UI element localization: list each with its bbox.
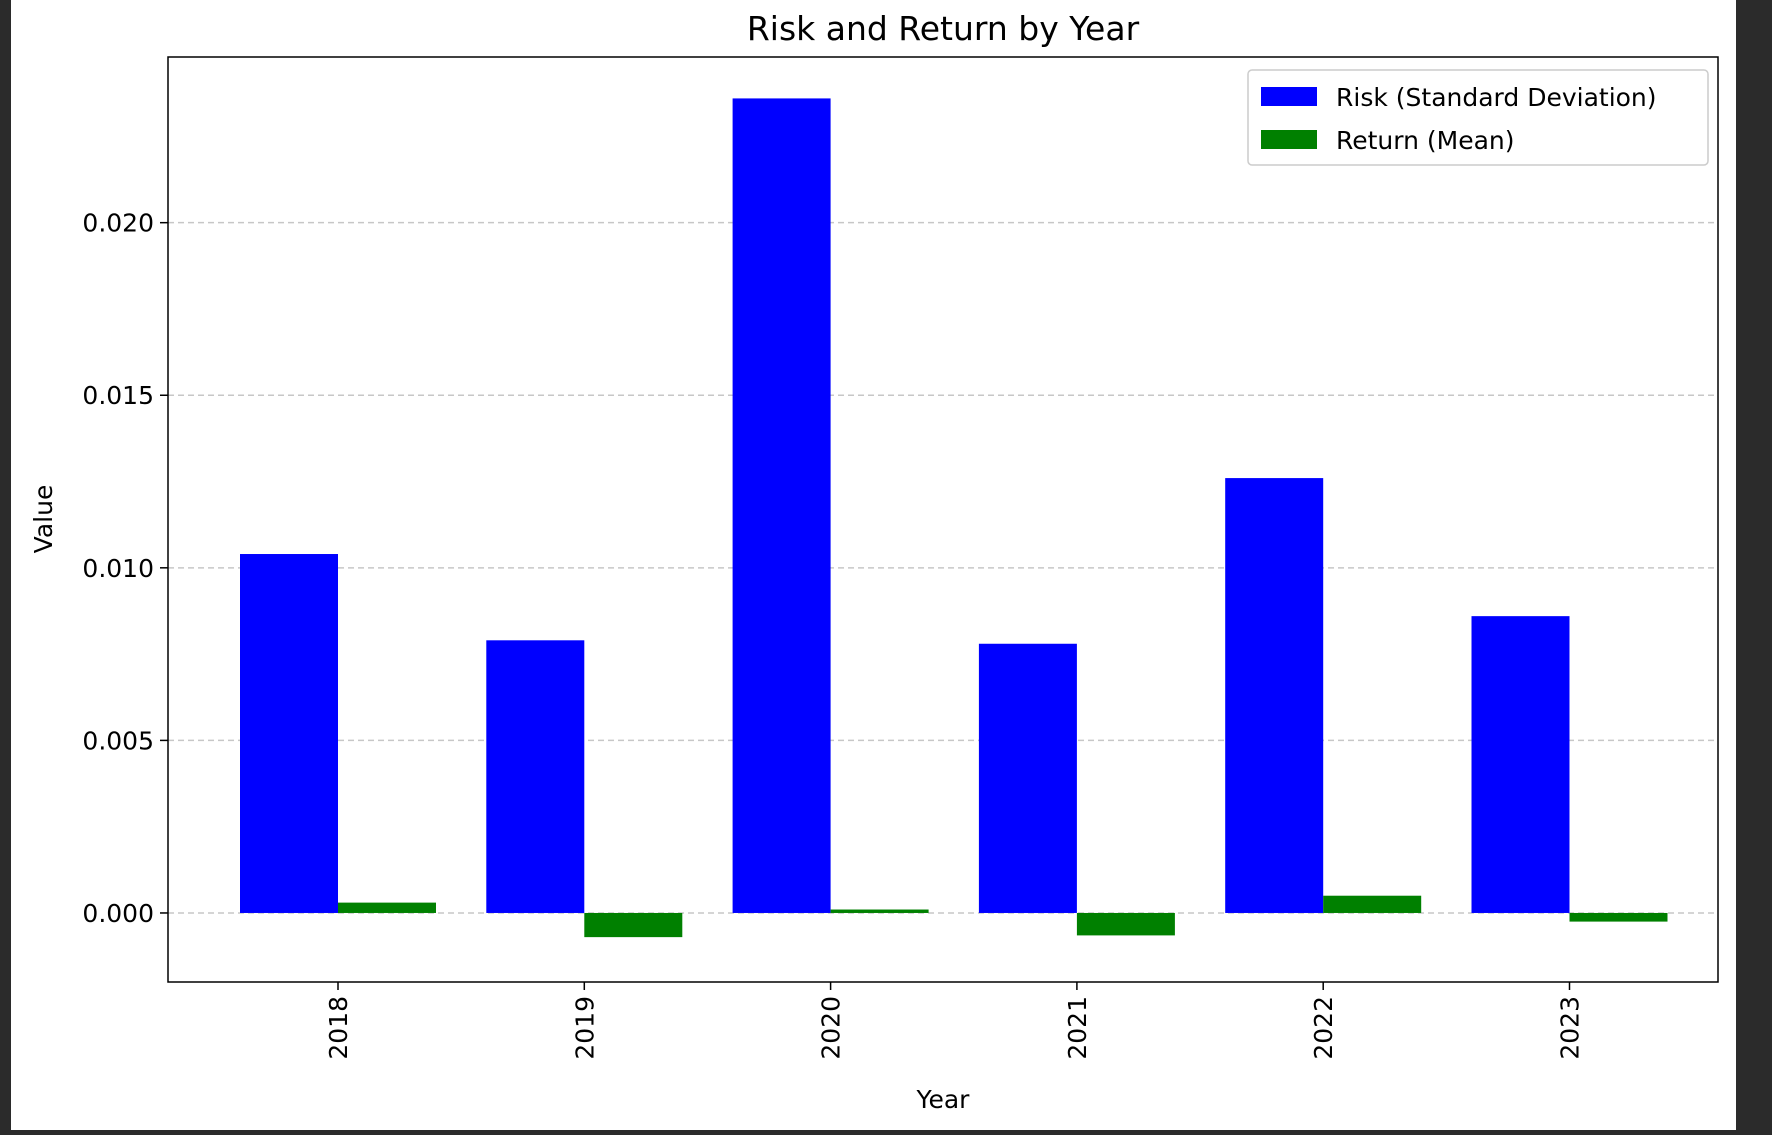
x-tick-label: 2023 — [1556, 996, 1585, 1060]
x-tick-label: 2020 — [817, 996, 846, 1060]
legend-swatch-risk — [1261, 87, 1317, 106]
y-tick-label: 0.005 — [82, 726, 154, 755]
return-bar — [1569, 912, 1668, 922]
return-bar — [1076, 912, 1175, 936]
y-tick-label: 0.015 — [82, 381, 154, 410]
x-tick-label: 2022 — [1309, 996, 1338, 1060]
bars — [240, 98, 1668, 938]
legend-label-risk: Risk (Standard Deviation) — [1336, 83, 1657, 112]
x-axis-ticks: 2018 2019 2020 2021 2022 2023 — [324, 982, 1585, 1060]
x-tick-label: 2019 — [570, 996, 599, 1060]
risk-bar — [1225, 478, 1324, 913]
chart-title: Risk and Return by Year — [747, 9, 1140, 48]
y-axis-ticks: 0.000 0.005 0.010 0.015 0.020 — [82, 209, 168, 928]
risk-bar — [732, 98, 831, 913]
risk-bar — [1471, 616, 1570, 913]
y-tick-label: 0.000 — [82, 899, 154, 928]
return-bar — [830, 909, 929, 913]
risk-bar — [978, 643, 1077, 913]
legend: Risk (Standard Deviation) Return (Mean) — [1247, 69, 1709, 166]
x-tick-label: 2021 — [1063, 996, 1092, 1060]
x-tick-label: 2018 — [324, 996, 353, 1060]
y-axis-label: Value — [29, 485, 58, 554]
return-bar — [338, 902, 436, 913]
y-tick-label: 0.010 — [82, 554, 154, 583]
legend-swatch-return — [1261, 130, 1317, 149]
y-tick-label: 0.020 — [82, 209, 154, 238]
legend-box — [1247, 69, 1709, 166]
return-bar — [584, 912, 683, 938]
grid-lines — [168, 221, 1718, 914]
risk-bar — [486, 640, 585, 913]
x-axis-label: Year — [916, 1085, 971, 1114]
risk-bar — [240, 554, 338, 913]
chart-figure: 0.000 0.005 0.010 0.015 0.020 2018 2019 2020 20… — [11, 0, 1736, 1130]
legend-label-return: Return (Mean) — [1336, 126, 1515, 155]
axes-frame — [167, 56, 1719, 983]
return-bar — [1323, 895, 1422, 913]
